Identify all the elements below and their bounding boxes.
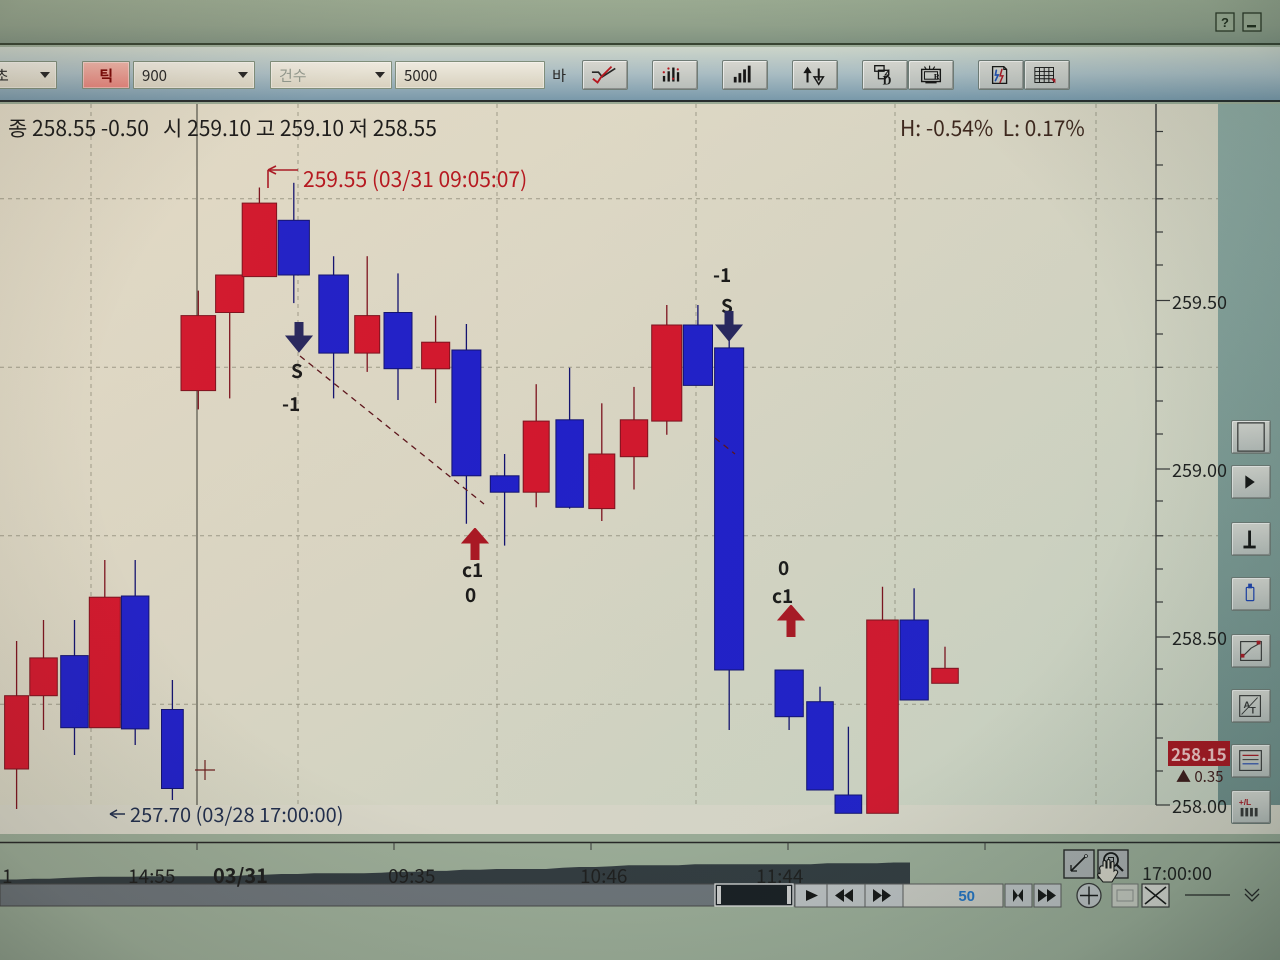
svg-text:T: T	[1250, 705, 1256, 716]
svg-text:D: D	[883, 73, 892, 87]
svg-text:50: 50	[958, 888, 975, 905]
svg-text:+/L: +/L	[1239, 797, 1251, 807]
svg-text:?: ?	[1221, 15, 1229, 30]
svg-text:R: R	[934, 73, 941, 82]
